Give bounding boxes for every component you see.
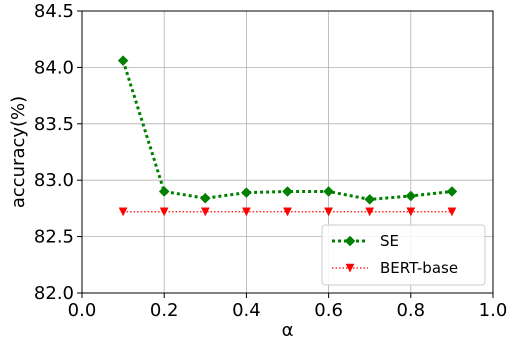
y-tick-label: 82.0 xyxy=(34,283,74,304)
x-tick-label: 0.2 xyxy=(150,300,179,321)
x-tick-label: 0.0 xyxy=(68,300,97,321)
x-tick-label: 0.4 xyxy=(232,300,261,321)
data-point-bert-base xyxy=(447,207,457,217)
x-tick-label: 0.8 xyxy=(396,300,425,321)
data-point-se xyxy=(405,190,417,202)
data-point-se xyxy=(199,192,211,204)
data-point-bert-base xyxy=(159,207,169,217)
x-tick-label: 1.0 xyxy=(479,300,508,321)
plot-frame xyxy=(81,10,494,294)
data-point-bert-base xyxy=(324,207,334,217)
data-point-bert-base xyxy=(241,207,251,217)
y-axis-label: accuracy(%) xyxy=(8,96,29,208)
y-tick-label: 84.5 xyxy=(34,1,74,22)
data-point-se xyxy=(446,186,458,197)
y-tick-label: 83.5 xyxy=(34,114,74,135)
data-point-bert-base xyxy=(406,207,416,217)
x-axis-ticks: 0.0 0.2 0.4 0.6 0.8 1.0 xyxy=(68,293,508,321)
series-line-se xyxy=(121,60,453,201)
y-axis-ticks: 82.0 82.5 83.0 83.5 84.0 84.5 xyxy=(34,1,82,304)
y-tick-label: 84.0 xyxy=(34,57,74,78)
data-point-bert-base xyxy=(118,207,128,217)
data-point-se xyxy=(282,186,293,197)
legend-label-bert-base: BERT-base xyxy=(380,259,458,277)
x-tick-label: 0.6 xyxy=(314,300,343,321)
data-point-se xyxy=(241,187,252,198)
legend-marker-bert-base xyxy=(345,263,355,273)
legend-marker-se xyxy=(344,235,356,247)
data-point-se xyxy=(117,55,129,66)
y-tick-label: 82.5 xyxy=(34,227,74,248)
data-point-bert-base xyxy=(283,207,292,217)
legend: SE BERT-base xyxy=(321,224,486,286)
data-point-se xyxy=(323,186,334,197)
data-point-se xyxy=(158,186,170,197)
x-axis-label: α xyxy=(282,320,294,341)
y-tick-label: 83.0 xyxy=(34,170,74,191)
data-point-bert-base xyxy=(200,207,210,217)
data-point-se xyxy=(364,194,376,205)
legend-label-se: SE xyxy=(380,232,399,250)
series-bert-base xyxy=(118,207,457,217)
series-layer xyxy=(117,55,458,217)
data-point-bert-base xyxy=(365,207,375,217)
series-se xyxy=(117,55,458,205)
